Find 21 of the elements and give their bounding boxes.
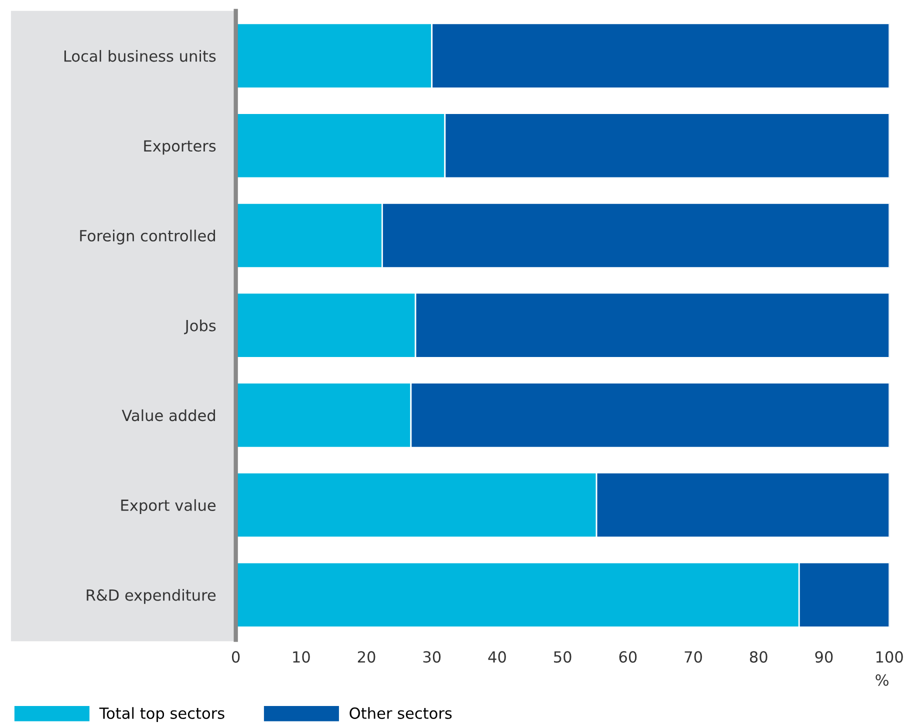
y-tick-label: R&D expenditure xyxy=(86,589,216,604)
x-axis-title: % xyxy=(876,674,888,686)
y-tick-label: Jobs xyxy=(184,320,216,334)
legend-label: Other sectors xyxy=(350,707,452,719)
x-tick-label: 10 xyxy=(293,651,310,663)
y-tick-label: Export value xyxy=(121,499,216,514)
x-tick-label: 50 xyxy=(554,651,572,663)
y-tick-label: Value added xyxy=(122,409,215,422)
y-tick-label: Local business units xyxy=(64,50,216,62)
x-tick-label: 70 xyxy=(684,651,702,663)
x-tick-label: 0 xyxy=(232,651,240,663)
x-tick-label: 100 xyxy=(876,651,903,663)
x-tick-label: 80 xyxy=(750,651,768,663)
y-tick-label: Exporters xyxy=(144,140,216,155)
legend-label: Total top sectors xyxy=(99,707,224,722)
x-tick-label: 20 xyxy=(358,651,376,663)
x-tick-label: 30 xyxy=(423,651,441,663)
x-tick-label: 60 xyxy=(619,651,637,663)
y-tick-label: Foreign controlled xyxy=(80,230,215,244)
x-tick-label: 40 xyxy=(488,651,506,663)
x-tick-label: 90 xyxy=(815,651,833,663)
